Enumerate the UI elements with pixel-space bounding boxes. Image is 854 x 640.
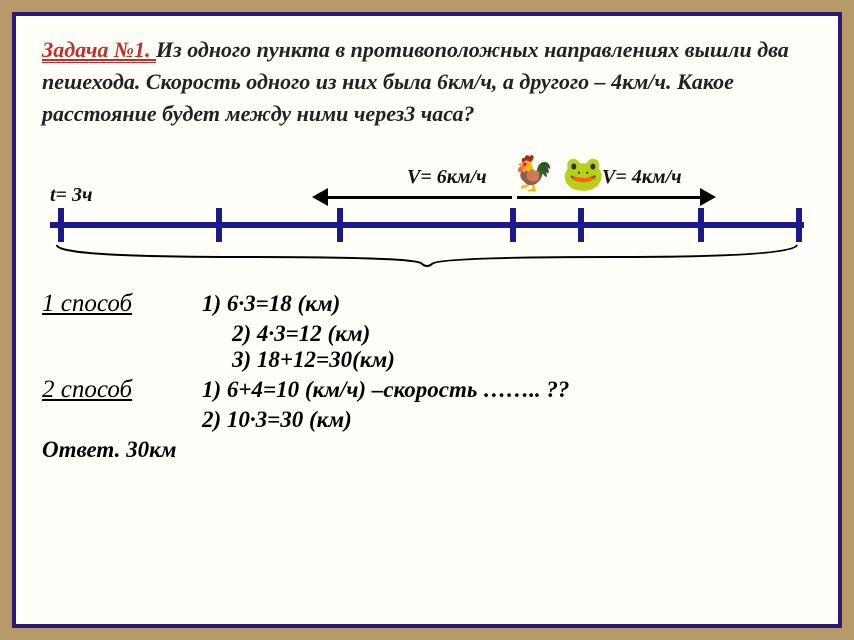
frog-icon: 🐸 <box>562 154 604 194</box>
method-1-row: 1 способ 1) 6·3=18 (км) <box>42 290 812 318</box>
arrow-right-head <box>700 188 716 206</box>
method-2-row: 2 способ 1) 6+4=10 (км/ч) –скорость ……..… <box>42 376 812 404</box>
arrow-right-bar <box>517 196 702 199</box>
number-line-tick <box>337 208 343 242</box>
problem-paragraph: Задача №1. Из одного пункта в противопол… <box>42 34 812 130</box>
m1-step3: 3) 18+12=30(км) <box>232 347 812 373</box>
solutions-block: 1 способ 1) 6·3=18 (км) 2) 4·3=12 (км) 3… <box>42 290 812 463</box>
curly-brace <box>52 242 802 268</box>
problem-title: Задача №1. <box>42 37 156 63</box>
number-line-tick <box>510 208 516 242</box>
number-line-tick <box>216 208 222 242</box>
m2-step2: 2) 10·3=30 (км) <box>202 407 812 433</box>
m2-step1: 1) 6+4=10 (км/ч) –скорость …….. ?? <box>202 377 569 403</box>
number-line-tick <box>796 208 802 242</box>
rooster-icon: 🐓 <box>512 154 554 194</box>
arrow-left-bar <box>322 196 512 199</box>
method-1-label: 1 способ <box>42 290 202 318</box>
number-line-tick <box>58 208 64 242</box>
method-2-label: 2 способ <box>42 376 202 404</box>
number-line-tick <box>578 208 584 242</box>
velocity-2-label: V= 4км/ч <box>602 166 682 189</box>
motion-diagram: t= 3ч V= 6км/ч V= 4км/ч 🐓 🐸 <box>42 144 812 284</box>
answer-line: Ответ. 30км <box>42 437 812 463</box>
content-frame: Задача №1. Из одного пункта в противопол… <box>12 12 842 628</box>
number-line-tick <box>698 208 704 242</box>
time-label: t= 3ч <box>50 184 92 207</box>
velocity-1-label: V= 6км/ч <box>407 166 487 189</box>
m1-step2: 2) 4·3=12 (км) <box>232 321 812 347</box>
number-line-bar <box>50 222 804 228</box>
arrow-left-head <box>312 188 328 206</box>
m1-step1: 1) 6·3=18 (км) <box>202 291 340 317</box>
